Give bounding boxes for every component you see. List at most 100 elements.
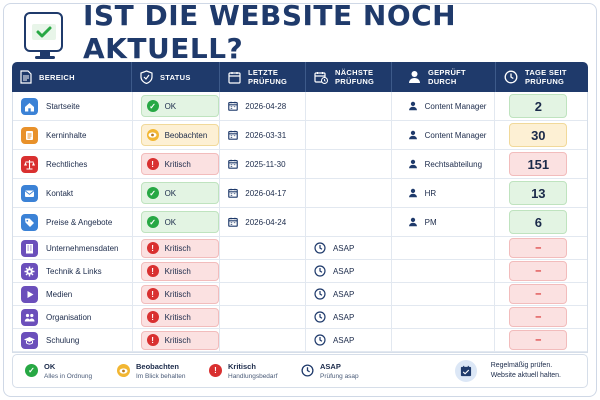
mail-icon [21, 184, 38, 202]
cell-last-check: 2026-04-24 [220, 208, 306, 236]
cell-days: – [495, 260, 587, 282]
area-label: Technik & Links [46, 266, 102, 276]
legend-crit-title: Kritisch [228, 362, 256, 371]
days-badge: 13 [509, 181, 568, 205]
cell-checked-by: Rechtsabteilung [392, 150, 496, 178]
legend-warn-sub: Im Blick behalten [136, 373, 186, 380]
building-icon [21, 239, 38, 257]
last-check-date: 2026-03-31 [245, 130, 287, 140]
col-header-days-label: TAGE SEIT PRÜFUNG [525, 68, 567, 86]
col-header-checked-by[interactable]: GEPRÜFT DURCH [392, 62, 496, 92]
cell-next-check: ASAP [306, 283, 392, 305]
checked-by-value: Content Manager [424, 101, 487, 111]
legend-ok-sub: Alles in Ordnung [44, 373, 93, 380]
table-row[interactable]: Schulung! Kritisch ASAP – [13, 329, 587, 352]
col-header-area[interactable]: BEREICH [12, 62, 132, 92]
play-icon [21, 285, 38, 303]
cell-status: ! Kritisch [133, 150, 221, 178]
clock-icon [314, 334, 326, 346]
status-label: OK [164, 217, 177, 227]
cell-checked-by: Content Manager [392, 121, 496, 149]
area-label: Rechtliches [46, 159, 88, 169]
calendar-icon [228, 130, 239, 140]
status-badge: ✓ OK [140, 95, 219, 117]
cell-next-check: ASAP [306, 237, 392, 259]
calendar-check-icon [454, 360, 477, 382]
cell-next-check [306, 179, 392, 207]
table-row[interactable]: Preise & Angebote ✓ OK 2026-04-24 PM 6 [13, 208, 587, 237]
col-header-next-check[interactable]: NÄCHSTE PRÜFUNG [306, 62, 392, 92]
table-row[interactable]: Kontakt ✓ OK 2026-04-17 HR 13 [13, 179, 587, 208]
clock-icon [301, 364, 314, 377]
clock-icon [314, 288, 326, 300]
monitor-check-icon [24, 12, 64, 59]
col-header-checked-by-label: GEPRÜFT DURCH [428, 68, 466, 86]
col-header-status[interactable]: STATUS [132, 62, 220, 92]
cell-next-check: ASAP [306, 260, 392, 282]
checked-by-value: PM [424, 217, 437, 227]
cell-last-check [220, 329, 306, 351]
person-icon [409, 71, 420, 83]
status-table: BEREICH STATUS LETZTE PRÜFUNG NÄCHSTE PRÜF… [12, 62, 588, 353]
cell-area: Unternehmensdaten [13, 237, 133, 259]
area-label: Unternehmensdaten [46, 243, 119, 253]
exclamation-circle-icon: ! [146, 311, 159, 323]
calendar-clock-icon [314, 71, 328, 84]
area-label: Startseite [46, 101, 80, 111]
cell-next-check [306, 208, 392, 236]
days-badge: – [509, 284, 568, 304]
col-header-last-check[interactable]: LETZTE PRÜFUNG [220, 62, 306, 92]
status-badge: Beobachten [140, 124, 219, 146]
cell-last-check: 2026-04-28 [220, 92, 306, 120]
calendar-icon [228, 159, 239, 169]
clock-icon [314, 265, 326, 277]
document-icon [21, 126, 38, 144]
person-icon [408, 188, 417, 198]
exclamation-circle-icon: ! [146, 242, 159, 254]
home-icon [21, 97, 38, 115]
status-badge: ✓ OK [140, 211, 219, 233]
cell-days: 151 [495, 150, 587, 178]
last-check-date: 2026-04-17 [245, 188, 287, 198]
table-row[interactable]: Kerninhalte Beobachten 2026-03-31 Content M… [13, 121, 587, 150]
status-label: OK [164, 188, 177, 198]
table-row[interactable]: Organisation! Kritisch ASAP – [13, 306, 587, 329]
checked-by-value: Rechtsabteilung [424, 159, 483, 169]
area-label: Medien [46, 289, 73, 299]
status-badge: ! Kritisch [140, 153, 219, 175]
exclamation-circle-icon: ! [146, 265, 159, 277]
days-badge: – [509, 307, 568, 327]
area-label: Kerninhalte [46, 130, 87, 140]
col-header-status-label: STATUS [160, 72, 191, 82]
person-icon [408, 159, 417, 169]
legend-asap: ASAP Prüfung asap [289, 362, 381, 380]
check-circle-icon: ✓ [146, 216, 159, 228]
cell-last-check [220, 283, 306, 305]
table-row[interactable]: Medien! Kritisch ASAP – [13, 283, 587, 306]
days-badge: 30 [509, 123, 568, 147]
last-check-date: 2026-04-28 [245, 101, 287, 111]
eye-icon [117, 364, 130, 377]
cell-area: Rechtliches [13, 150, 133, 178]
cell-next-check: ASAP [306, 329, 392, 351]
table-row[interactable]: Unternehmensdaten! Kritisch ASAP – [13, 237, 587, 260]
status-label: Kritisch [164, 312, 191, 322]
person-icon [408, 217, 417, 227]
legend-critical: ! Kritisch Handlungsbedarf [197, 362, 289, 380]
cell-last-check [220, 260, 306, 282]
table-row[interactable]: Rechtliches! Kritisch 2025-11-30 Rechtsabte… [13, 150, 587, 179]
col-header-days[interactable]: TAGE SEIT PRÜFUNG [496, 62, 588, 92]
next-check-value: ASAP [332, 243, 355, 253]
table-row[interactable]: Startseite ✓ OK 2026-04-28 Content Manager 2 [13, 92, 587, 121]
cell-checked-by: Content Manager [392, 92, 496, 120]
cell-days: – [495, 283, 587, 305]
checked-by-value: Content Manager [424, 130, 487, 140]
shield-check-icon [140, 70, 153, 84]
cell-checked-by [392, 260, 496, 282]
table-row[interactable]: Technik & Links ! Kritisch ASAP – [13, 260, 587, 283]
legend-asap-title: ASAP [320, 362, 341, 371]
last-check-date: 2026-04-24 [245, 217, 287, 227]
cell-status: ! Kritisch [133, 260, 221, 282]
cell-next-check [306, 150, 392, 178]
cell-last-check [220, 306, 306, 328]
